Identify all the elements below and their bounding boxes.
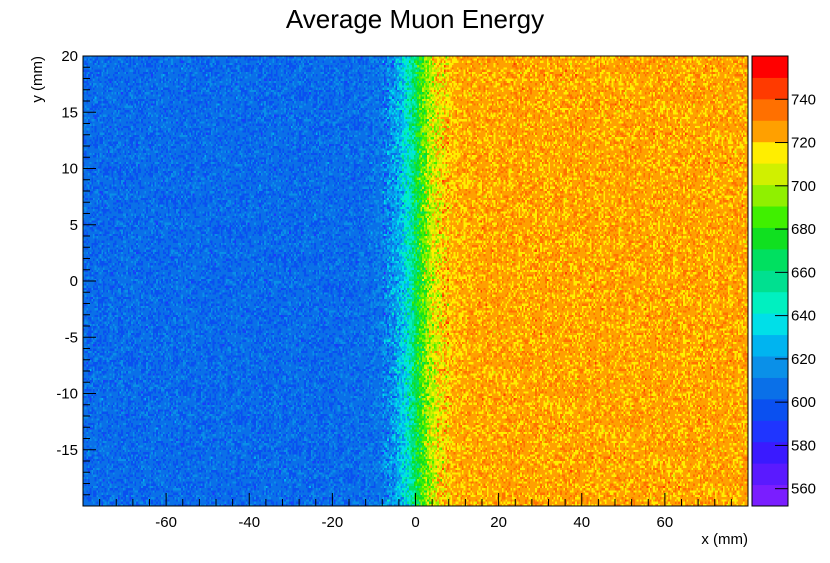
color-scale-band [752,463,788,486]
color-scale-band [752,484,788,507]
x-tick-label: 40 [573,514,590,531]
x-tick-label: 0 [411,514,419,531]
y-axis-title: y (mm) [29,56,46,103]
color-scale-tick-label: 560 [791,481,816,498]
color-scale-tick-label: 640 [791,308,816,325]
y-tick-label: -15 [56,442,78,459]
chart-title: Average Muon Energy [285,4,545,34]
x-tick-label: 60 [657,514,674,531]
color-scale-band [752,56,788,78]
color-scale-band [752,141,788,164]
color-scale-band [752,248,788,271]
color-scale-tick-label: 600 [791,394,816,411]
x-axis: -60 -40 -20 0 20 40 60 [82,493,749,531]
color-scale-band [752,120,788,143]
y-tick-label: 15 [61,104,78,121]
color-scale-band [752,441,788,464]
y-axis: -15 -10 -5 0 5 10 15 20 [56,48,96,507]
color-scale: 560 580 600 620 640 660 680 700 720 740 [751,55,816,507]
y-tick-label: 0 [70,273,78,290]
color-scale-tick-label: 660 [791,264,816,281]
color-scale-band [752,291,788,314]
y-tick-label: 10 [61,161,78,178]
y-tick-label: 5 [70,217,78,234]
color-scale-band [752,356,788,378]
color-scale-frame [751,55,789,507]
x-tick-label: -40 [238,514,260,531]
color-scale-band [752,98,788,121]
color-scale-band [752,334,788,357]
color-scale-band [752,77,788,100]
color-scale-band [752,398,788,421]
y-tick-label: -10 [56,386,78,403]
color-scale-band [752,377,788,400]
y-tick-label: -5 [65,329,78,346]
plot-area [82,55,749,507]
color-scale-tick-label: 620 [791,351,816,368]
color-scale-tick-label: 740 [791,91,816,108]
color-scale-band [752,270,788,293]
color-scale-band [752,206,788,228]
color-scale-tick-label: 680 [791,221,816,238]
color-scale-band [752,163,788,186]
y-tick-label: 20 [61,48,78,65]
x-axis-title: x (mm) [701,531,748,548]
color-scale-tick-label: 580 [791,437,816,454]
color-scale-tick-label: 700 [791,178,816,195]
color-scale-band [752,313,788,336]
x-tick-label: -20 [322,514,344,531]
color-scale-band [752,420,788,443]
heatmap-cells [83,56,748,506]
color-scale-band [752,184,788,207]
x-tick-label: -60 [155,514,177,531]
color-scale-band [752,227,788,250]
x-tick-label: 20 [490,514,507,531]
color-scale-tick-label: 720 [791,135,816,152]
